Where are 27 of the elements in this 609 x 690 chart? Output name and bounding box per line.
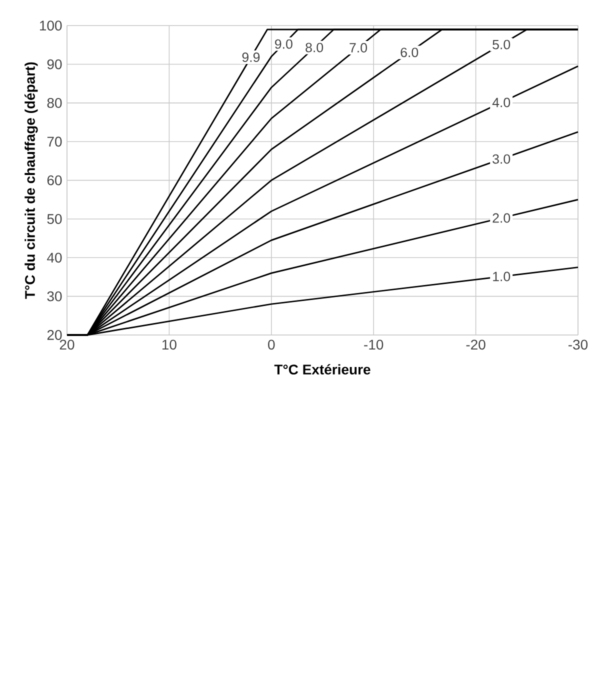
- x-tick-label: -10: [364, 340, 384, 350]
- series-label: 8.0: [306, 42, 324, 52]
- x-tick-label: 0: [268, 340, 275, 350]
- y-tick-label: 60: [47, 175, 62, 186]
- series-label: 4.0: [492, 98, 510, 108]
- series-label: 9.9: [242, 52, 260, 62]
- x-axis-title: T°C Extérieure: [274, 364, 370, 375]
- y-tick-label: 40: [47, 252, 62, 263]
- y-tick-label: 80: [47, 98, 62, 108]
- y-tick-label: 30: [47, 291, 62, 302]
- series-label: 5.0: [492, 40, 510, 50]
- y-tick-label: 50: [47, 214, 62, 224]
- series-label: 3.0: [492, 154, 510, 164]
- x-tick-label: -20: [466, 340, 486, 350]
- series-label: 9.0: [275, 39, 292, 49]
- y-tick-label: 100: [40, 20, 62, 31]
- y-tick-label: 70: [47, 136, 62, 147]
- series-label: 2.0: [492, 213, 510, 223]
- y-tick-label: 20: [47, 330, 62, 340]
- x-tick-label: 10: [162, 340, 176, 350]
- x-tick-label: 20: [60, 340, 74, 350]
- series-label: 7.0: [350, 43, 368, 52]
- y-tick-label: 90: [47, 59, 62, 70]
- x-tick-label: -30: [568, 340, 588, 350]
- series-label: 1.0: [493, 272, 510, 282]
- series-label: 6.0: [400, 48, 418, 58]
- y-axis-title: T°C du circuit de chauffage (départ): [24, 62, 38, 299]
